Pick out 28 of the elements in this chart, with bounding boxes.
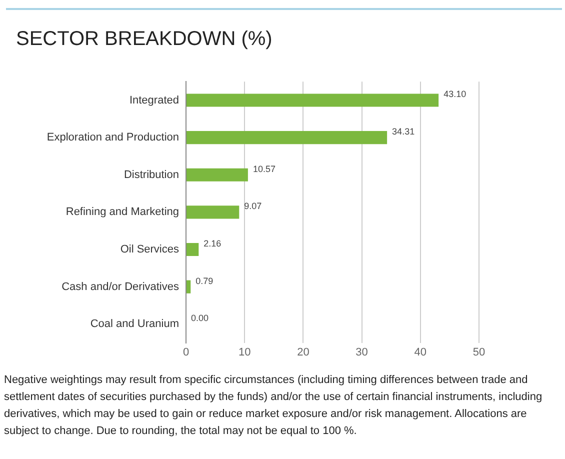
- y-tick-label: Coal and Uranium: [90, 318, 179, 330]
- data-label: 0.00: [191, 313, 209, 324]
- bar: [186, 168, 248, 182]
- bar: [186, 94, 439, 107]
- y-tick-label: Integrated: [129, 94, 179, 106]
- bar: [186, 242, 199, 256]
- data-label: 2.16: [204, 238, 222, 248]
- bar: [186, 206, 240, 219]
- y-tick-label: Refining and Marketing: [66, 206, 179, 218]
- y-tick-label: Cash and/or Derivatives: [62, 280, 180, 293]
- bar: [186, 280, 191, 294]
- text: Negative weightings may result from specific circumstances (including timing differences between trade and settlement dates of securities purchased by the funds) and/or the use of certain financial instruments, including derivatives, which may be used to gain or reduce market exposure and/or risk management. Allocations are subject to change. Due to rounding, the total may not be equal to 100 %.: [4, 373, 544, 439]
- y-tick-label: Distribution: [124, 168, 179, 181]
- chart-title: SECTOR BREAKDOWN (%): [16, 28, 272, 51]
- x-tick-label: 30: [356, 346, 368, 358]
- y-tick-label: Oil Services: [120, 244, 180, 256]
- x-tick-label: 50: [472, 346, 486, 358]
- y-tick-label: Exploration and Production: [46, 132, 179, 144]
- x-tick-label: 10: [238, 346, 251, 358]
- data-label: 0.79: [196, 276, 214, 286]
- x-tick-label: 40: [414, 346, 427, 358]
- x-tick-label: 0: [182, 346, 190, 358]
- x-tick-label: 20: [297, 346, 310, 358]
- data-label: 9.07: [244, 201, 262, 212]
- data-label: 43.10: [444, 89, 466, 100]
- data-label: 34.31: [392, 126, 415, 137]
- bar: [186, 131, 388, 144]
- data-label: 10.57: [252, 164, 276, 174]
